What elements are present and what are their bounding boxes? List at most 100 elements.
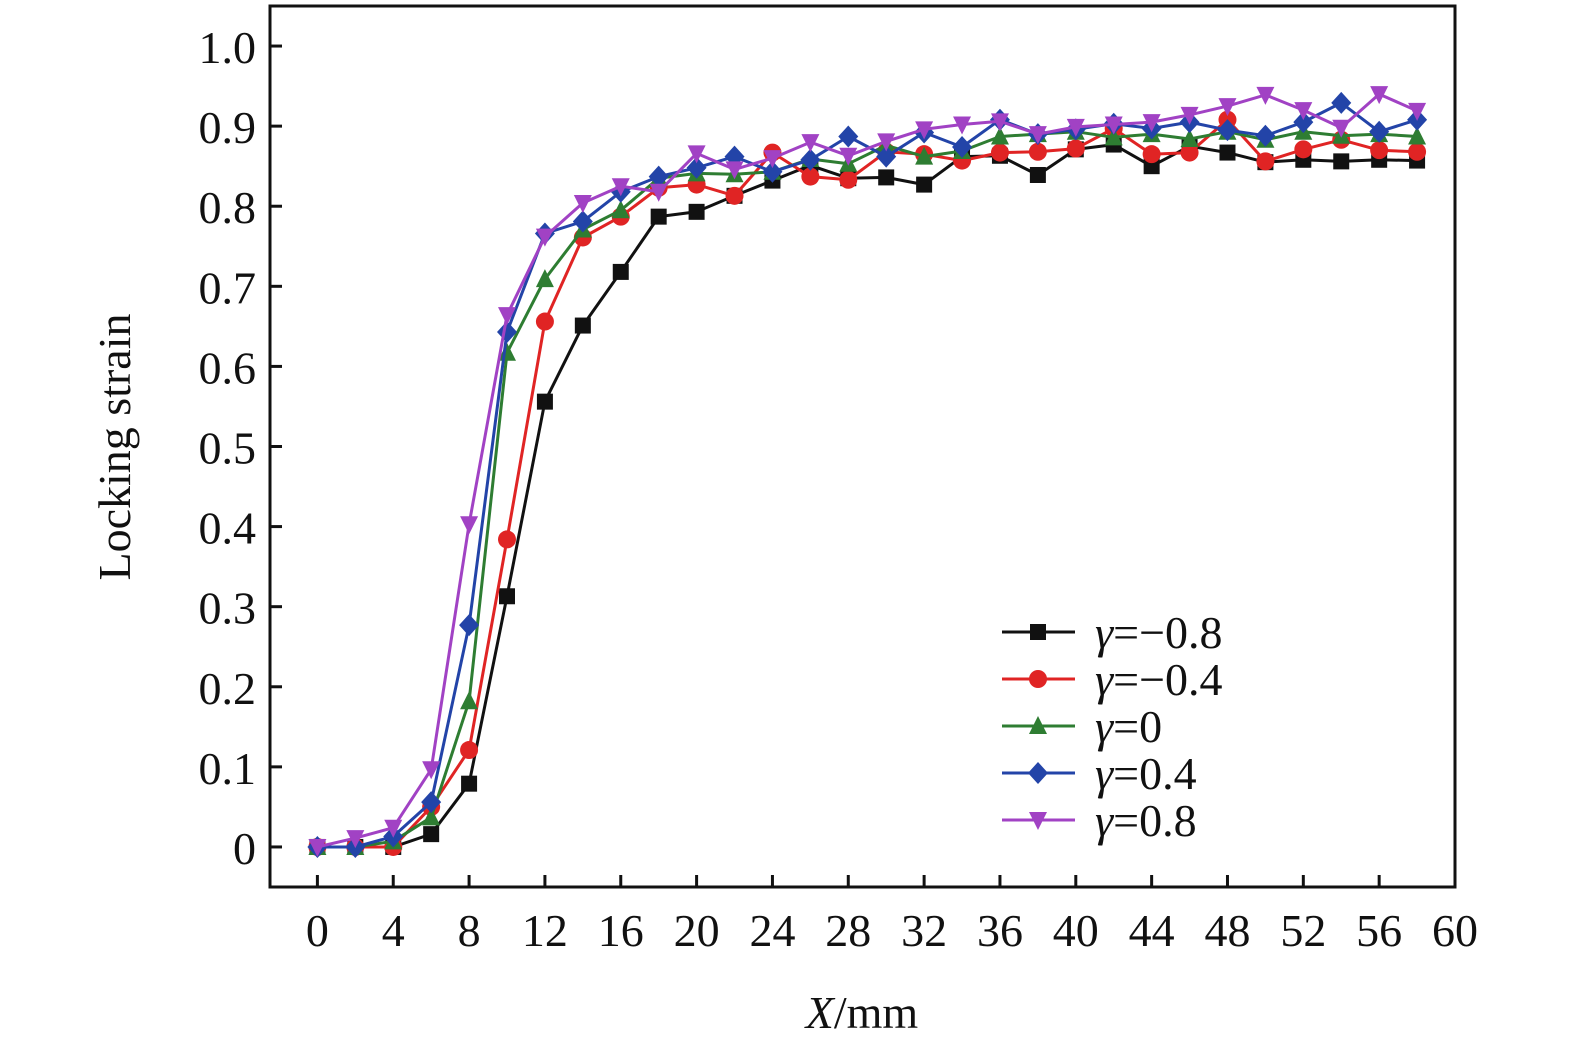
data-point [990, 126, 1009, 145]
data-point [574, 317, 591, 334]
x-tick-label: 60 [1432, 905, 1478, 956]
x-tick-label: 56 [1356, 905, 1402, 956]
legend-symbol: γ [1095, 701, 1115, 752]
data-point [1369, 120, 1390, 143]
data-point [801, 134, 820, 153]
series-line [317, 101, 1418, 849]
legend-symbol: γ [1095, 607, 1115, 658]
data-point [612, 263, 629, 280]
legend-value: =−0.8 [1113, 607, 1222, 658]
x-tick-label: 4 [382, 905, 405, 956]
series-line [317, 130, 1418, 849]
legend-label: γ=0.8 [1095, 795, 1197, 846]
legend-marker [1028, 762, 1048, 784]
x-tick-label: 12 [522, 905, 568, 956]
series-layer [307, 86, 1428, 858]
data-point [1331, 91, 1352, 114]
legend-value: =0.8 [1113, 795, 1196, 846]
data-point [1066, 139, 1085, 158]
data-point [1142, 145, 1161, 164]
series-3 [307, 91, 1428, 858]
data-point [838, 125, 859, 148]
data-point [1294, 140, 1313, 159]
data-point [573, 195, 592, 214]
data-point [990, 143, 1009, 162]
data-point [878, 169, 895, 186]
data-point [422, 761, 441, 780]
x-tick-label: 16 [598, 905, 644, 956]
data-point [572, 210, 593, 233]
y-tick-label: 0.3 [199, 583, 257, 634]
data-point [1370, 141, 1389, 160]
data-point [460, 691, 479, 710]
data-point [1028, 142, 1047, 161]
legend-value: =0 [1113, 701, 1162, 752]
data-point [1180, 143, 1199, 162]
legend-value: =0.4 [1113, 748, 1196, 799]
x-tick-label: 0 [306, 905, 329, 956]
data-point [1408, 102, 1427, 121]
data-point [801, 167, 820, 186]
data-point [1256, 86, 1275, 105]
data-point [1370, 86, 1389, 105]
x-axis-label-unit: /mm [834, 987, 919, 1038]
series-line [317, 118, 1418, 849]
data-point [459, 614, 480, 637]
data-point [839, 170, 858, 189]
data-point [916, 176, 933, 193]
legend-label: γ=0.4 [1095, 748, 1197, 799]
data-point [762, 160, 783, 183]
data-point [876, 145, 897, 168]
x-tick-label: 52 [1280, 905, 1326, 956]
data-point [535, 269, 554, 288]
x-tick-label: 48 [1204, 905, 1250, 956]
x-tick-label: 28 [825, 905, 871, 956]
series-line [317, 92, 1418, 849]
legend-label: γ=−0.8 [1095, 607, 1223, 658]
data-point [1028, 126, 1047, 145]
data-point [1332, 119, 1351, 138]
x-tick-label: 44 [1129, 905, 1175, 956]
x-tick-label: 40 [1053, 905, 1099, 956]
data-point [952, 135, 973, 158]
y-tick-label: 0.6 [199, 342, 257, 393]
data-point [499, 588, 515, 605]
x-tick-label: 36 [977, 905, 1023, 956]
legend-symbol: γ [1095, 748, 1115, 799]
y-tick-label: 0.5 [199, 423, 257, 474]
legend-item: γ=−0.4 [1002, 654, 1223, 705]
data-point [1408, 126, 1427, 145]
data-point [1104, 127, 1123, 146]
data-point [460, 741, 479, 760]
data-point [915, 146, 934, 165]
data-point [1293, 111, 1314, 134]
data-point [650, 208, 667, 225]
x-axis-label-variable: X [804, 987, 836, 1038]
y-tick-label: 0.9 [199, 102, 257, 153]
data-point [308, 838, 327, 857]
data-point [1029, 166, 1046, 183]
series-line [317, 143, 1418, 849]
legend-marker [1029, 716, 1047, 734]
data-point [1104, 116, 1123, 135]
data-point [877, 133, 896, 152]
data-point [687, 145, 706, 164]
data-point [461, 775, 478, 792]
y-tick-label: 1.0 [199, 22, 257, 73]
y-axis-label: Locking strain [89, 314, 140, 581]
data-point [686, 156, 707, 179]
data-point [1333, 153, 1350, 170]
legend-item: γ=0.8 [1002, 795, 1197, 846]
data-point [535, 312, 554, 331]
x-tick-label: 8 [458, 905, 481, 956]
y-axis-ticks: 0 0.1 0.2 0.3 0.4 0.5 0.6 0.7 0.8 0.9 1.0 [199, 22, 282, 874]
x-axis-ticks: 0 4 8 12 16 20 24 28 32 36 40 44 48 52 56 60 [306, 875, 1478, 956]
legend-marker [1029, 670, 1047, 688]
legend-marker [1030, 624, 1046, 640]
data-point [535, 228, 554, 247]
data-point [423, 826, 440, 843]
y-tick-label: 0 [233, 823, 256, 874]
data-point [1142, 114, 1161, 133]
data-point [1180, 128, 1199, 147]
